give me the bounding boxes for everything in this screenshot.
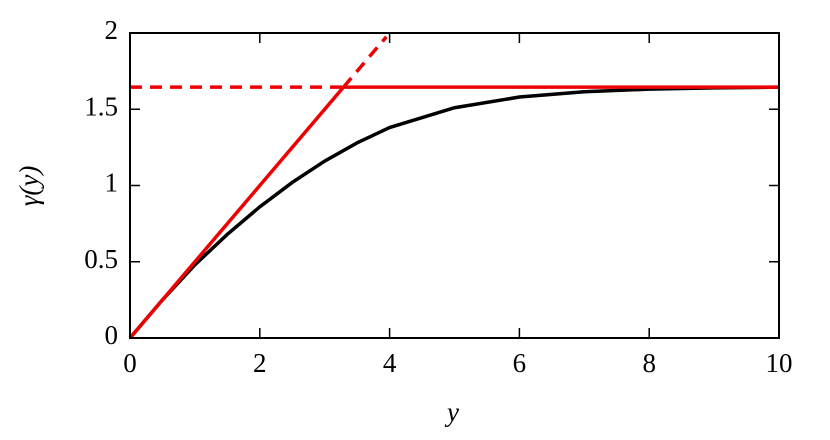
x-tick-label: 0	[123, 348, 137, 378]
data-line	[128, 86, 345, 340]
y-tick-label: 2	[105, 15, 119, 45]
x-tick-label: 4	[383, 348, 397, 378]
data-line	[128, 85, 780, 340]
x-tick-label: 6	[513, 348, 527, 378]
y-tick-label: 0	[105, 320, 119, 350]
x-tick-label: 8	[642, 348, 656, 378]
x-axis-label: y	[444, 397, 459, 427]
x-tick-label: 2	[253, 348, 267, 378]
y-tick-label: 1	[105, 168, 119, 198]
x-tick-label: 10	[766, 348, 793, 378]
y-tick-label: 0.5	[84, 244, 118, 274]
data-line	[342, 35, 388, 89]
y-tick-label: 1.5	[84, 91, 118, 121]
y-axis-label: γ(y)	[14, 166, 44, 207]
plot-frame	[129, 32, 780, 339]
